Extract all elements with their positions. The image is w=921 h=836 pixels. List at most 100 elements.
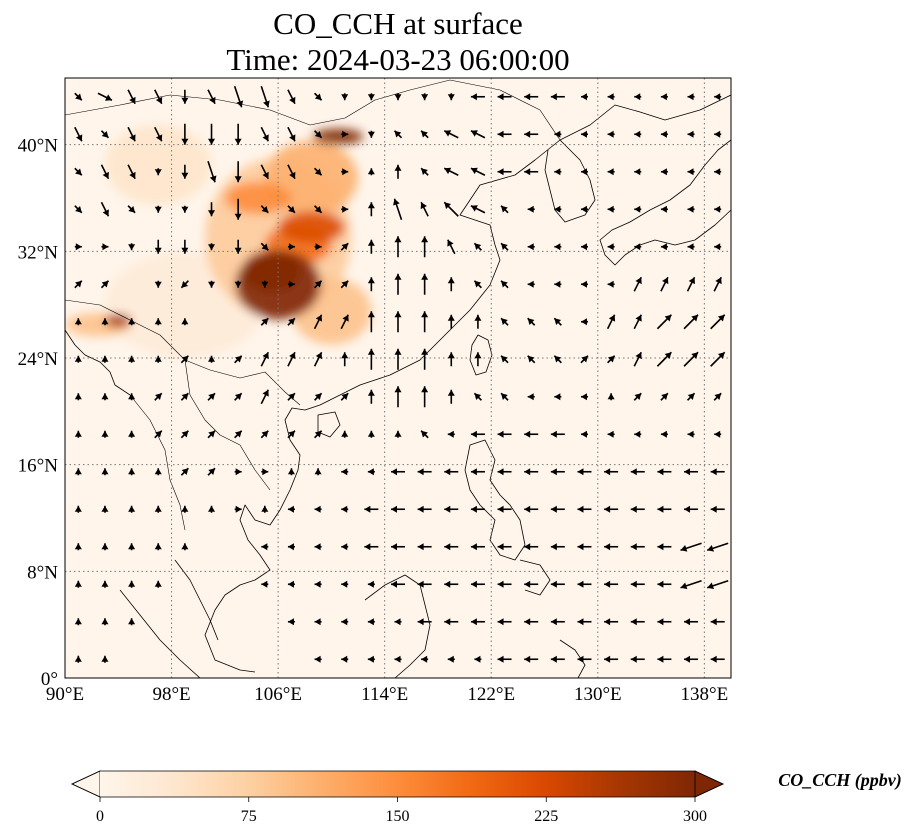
- wind-arrow: [660, 93, 668, 101]
- wind-arrow: [634, 93, 642, 101]
- wind-arrow: [527, 355, 536, 364]
- colorbar-extend-max: [694, 770, 724, 798]
- wind-arrow: [394, 236, 402, 258]
- wind-arrow: [497, 618, 512, 626]
- wind-arrow: [260, 430, 269, 439]
- lon-tick-label: 130°E: [574, 684, 622, 705]
- wind-arrow: [683, 351, 699, 367]
- wind-arrow: [554, 130, 562, 138]
- wind-arrow: [261, 468, 269, 476]
- wind-arrow: [713, 276, 722, 292]
- plume-11: [235, 250, 321, 320]
- plot-frame: [64, 77, 732, 679]
- wind-arrow: [74, 355, 82, 363]
- wind-arrow: [391, 543, 405, 551]
- wind-arrow: [181, 239, 189, 254]
- wind-arrow: [341, 543, 349, 551]
- wind-arrow: [714, 430, 722, 438]
- wind-arrow: [233, 85, 244, 108]
- wind-arrow: [74, 92, 83, 101]
- wind-arrow: [234, 355, 243, 364]
- wind-arrow: [714, 168, 722, 176]
- wind-arrow: [260, 351, 270, 367]
- wind-arrow: [657, 505, 672, 513]
- wind-arrow: [554, 205, 562, 213]
- wind-arrow: [314, 618, 322, 626]
- wind-arrow: [100, 164, 110, 180]
- wind-arrow: [444, 468, 459, 476]
- wind-arrow: [710, 314, 726, 330]
- wind-arrow: [207, 430, 216, 439]
- wind-arrow: [474, 314, 482, 329]
- wind-arrow: [314, 505, 322, 513]
- wind-arrow: [260, 317, 269, 326]
- wind-arrow: [128, 580, 136, 588]
- wind-arrow: [394, 430, 402, 438]
- wind-arrow: [550, 430, 565, 438]
- wind-arrow: [633, 314, 642, 330]
- wind-arrow: [260, 85, 270, 108]
- wind-arrow: [74, 618, 82, 626]
- wind-arrow: [444, 543, 459, 551]
- wind-arrow: [500, 317, 509, 326]
- wind-arrow: [497, 168, 512, 176]
- wind-arrow: [527, 280, 535, 288]
- wind-arrow: [340, 242, 349, 251]
- wind-arrow: [657, 618, 672, 626]
- wind-arrow: [580, 318, 588, 326]
- wind-arrow: [287, 430, 296, 439]
- wind-arrow: [420, 430, 429, 439]
- wind-arrow: [447, 93, 455, 101]
- wind-arrow: [683, 314, 699, 330]
- wind-arrow: [260, 126, 270, 142]
- wind-arrow: [340, 392, 349, 401]
- wind-arrow: [260, 164, 270, 180]
- wind-arrow: [234, 123, 242, 145]
- plume-8: [278, 211, 345, 244]
- wind-arrow: [181, 205, 189, 213]
- wind-arrow: [154, 168, 162, 176]
- wind-arrow: [421, 273, 429, 295]
- wind-arrow: [393, 130, 403, 139]
- wind-arrow: [417, 468, 432, 476]
- wind-arrow: [128, 318, 136, 326]
- wind-arrow: [660, 276, 669, 292]
- wind-arrow: [128, 468, 136, 476]
- wind-arrow: [500, 205, 509, 214]
- wind-arrow: [657, 580, 672, 588]
- chart-title-line2: Time: 2024-03-23 06:00:00: [226, 42, 570, 77]
- wind-arrow: [634, 243, 642, 251]
- wind-arrow: [261, 580, 269, 588]
- wind-arrow: [524, 93, 539, 101]
- wind-arrow: [447, 352, 455, 367]
- wind-arrow: [261, 505, 269, 513]
- wind-arrow: [367, 430, 375, 438]
- wind-arrow: [181, 543, 189, 551]
- wind-arrow: [580, 280, 588, 288]
- colorbar-tick-label: 225: [534, 808, 558, 825]
- wind-arrow: [208, 243, 216, 251]
- wind-arrow: [341, 580, 349, 588]
- wind-arrow: [181, 164, 189, 179]
- wind-arrow: [287, 543, 295, 551]
- wind-arrow: [706, 579, 729, 590]
- wind-arrow: [367, 655, 375, 663]
- wind-arrow: [101, 430, 109, 438]
- wind-arrow: [234, 198, 242, 220]
- wind-arrow: [524, 618, 539, 626]
- wind-arrow: [684, 618, 699, 626]
- wind-arrow: [97, 92, 113, 101]
- wind-arrow: [524, 168, 539, 176]
- wind-arrow: [287, 243, 295, 251]
- wind-arrow: [550, 93, 565, 101]
- wind-arrow: [341, 205, 349, 213]
- wind-arrow: [180, 467, 189, 476]
- wind-arrow: [391, 505, 405, 513]
- wind-arrow: [314, 392, 323, 401]
- wind-arrow: [367, 348, 375, 370]
- wind-arrow: [314, 543, 322, 551]
- wind-arrow: [660, 430, 668, 438]
- wind-arrow: [287, 205, 296, 214]
- wind-arrow: [234, 430, 243, 439]
